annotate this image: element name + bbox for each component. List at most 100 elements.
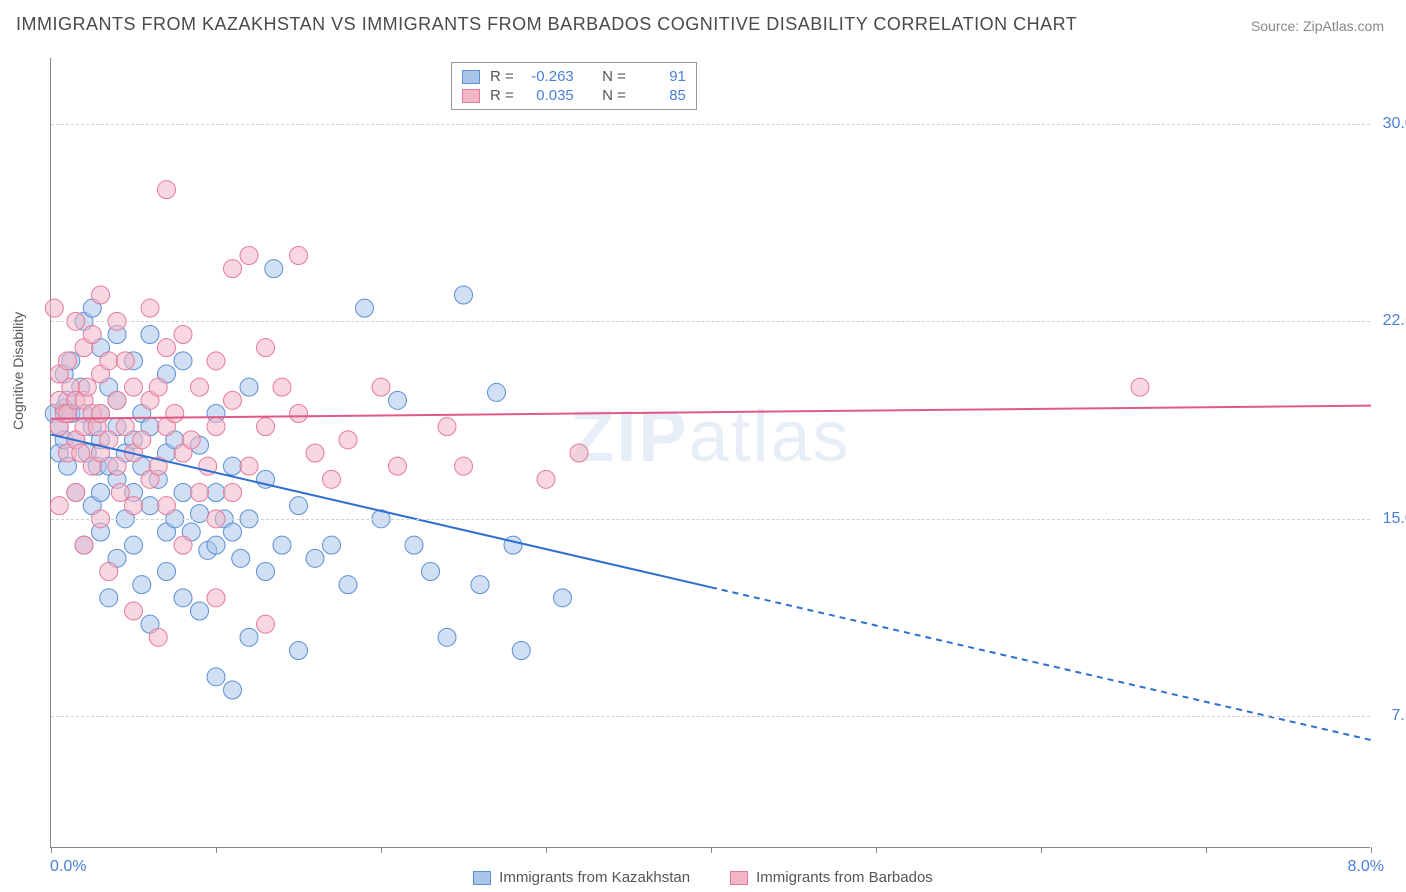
data-point xyxy=(504,536,522,554)
y-tick-label: 15.0% xyxy=(1383,510,1406,528)
data-point xyxy=(158,497,176,515)
legend-item-barbados: Immigrants from Barbados xyxy=(730,869,933,886)
data-point xyxy=(207,589,225,607)
data-point xyxy=(92,405,110,423)
data-point xyxy=(224,523,242,541)
data-point xyxy=(207,484,225,502)
data-point xyxy=(100,563,118,581)
data-point xyxy=(372,378,390,396)
legend-label-1: Immigrants from Kazakhstan xyxy=(499,869,690,886)
source-label: Source: xyxy=(1251,18,1299,34)
data-point xyxy=(133,431,151,449)
data-point xyxy=(191,602,209,620)
data-point xyxy=(149,378,167,396)
data-point xyxy=(240,457,258,475)
data-point xyxy=(389,391,407,409)
data-point xyxy=(92,484,110,502)
data-point xyxy=(265,260,283,278)
data-point xyxy=(257,563,275,581)
data-point xyxy=(158,339,176,357)
legend-item-kazakhstan: Immigrants from Kazakhstan xyxy=(473,869,690,886)
data-point xyxy=(174,352,192,370)
data-point xyxy=(116,418,134,436)
data-point xyxy=(166,405,184,423)
y-tick-label: 30.0% xyxy=(1383,115,1406,133)
swatch-kazakhstan-2 xyxy=(473,871,491,885)
data-point xyxy=(455,457,473,475)
data-point xyxy=(257,615,275,633)
plot-svg xyxy=(51,58,1370,847)
data-point xyxy=(512,642,530,660)
data-point xyxy=(141,326,159,344)
data-point xyxy=(438,628,456,646)
y-axis-label: Cognitive Disability xyxy=(10,312,26,430)
data-point xyxy=(100,352,118,370)
bottom-legend: Immigrants from Kazakhstan Immigrants fr… xyxy=(0,869,1406,886)
y-tick-label: 7.5% xyxy=(1392,707,1406,725)
chart-container: IMMIGRANTS FROM KAZAKHSTAN VS IMMIGRANTS… xyxy=(0,0,1406,892)
data-point xyxy=(174,484,192,502)
data-point xyxy=(306,444,324,462)
data-point xyxy=(174,536,192,554)
data-point xyxy=(306,549,324,567)
data-point xyxy=(339,576,357,594)
data-point xyxy=(174,326,192,344)
data-point xyxy=(125,378,143,396)
data-point xyxy=(455,286,473,304)
data-point xyxy=(191,484,209,502)
data-point xyxy=(224,457,242,475)
plot-area: ZIPatlas R = -0.263 N = 91 R = 0.035 N =… xyxy=(50,58,1370,848)
data-point xyxy=(290,642,308,660)
data-point xyxy=(290,497,308,515)
data-point xyxy=(108,457,126,475)
data-point xyxy=(116,352,134,370)
data-point xyxy=(182,431,200,449)
data-point xyxy=(207,536,225,554)
y-tick-label: 22.5% xyxy=(1383,312,1406,330)
data-point xyxy=(240,628,258,646)
data-point xyxy=(240,378,258,396)
data-point xyxy=(554,589,572,607)
data-point xyxy=(537,470,555,488)
source-link[interactable]: ZipAtlas.com xyxy=(1303,18,1384,34)
data-point xyxy=(273,536,291,554)
data-point xyxy=(224,681,242,699)
data-point xyxy=(339,431,357,449)
data-point xyxy=(438,418,456,436)
data-point xyxy=(141,299,159,317)
data-point xyxy=(290,405,308,423)
data-point xyxy=(422,563,440,581)
data-point xyxy=(257,339,275,357)
data-point xyxy=(323,536,341,554)
data-point xyxy=(125,602,143,620)
data-point xyxy=(78,378,96,396)
data-point xyxy=(323,470,341,488)
data-point xyxy=(488,383,506,401)
data-point xyxy=(1131,378,1149,396)
data-point xyxy=(232,549,250,567)
data-point xyxy=(45,299,63,317)
data-point xyxy=(158,181,176,199)
data-point xyxy=(405,536,423,554)
chart-title: IMMIGRANTS FROM KAZAKHSTAN VS IMMIGRANTS… xyxy=(16,14,1077,35)
data-point xyxy=(75,536,93,554)
data-point xyxy=(224,484,242,502)
data-point xyxy=(174,589,192,607)
data-point xyxy=(240,247,258,265)
data-point xyxy=(59,352,77,370)
data-point xyxy=(570,444,588,462)
data-point xyxy=(111,484,129,502)
data-point xyxy=(125,497,143,515)
data-point xyxy=(92,286,110,304)
data-point xyxy=(356,299,374,317)
data-point xyxy=(224,391,242,409)
data-point xyxy=(389,457,407,475)
data-point xyxy=(471,576,489,594)
data-point xyxy=(158,563,176,581)
trend-line-solid xyxy=(51,406,1371,419)
source-attribution: Source: ZipAtlas.com xyxy=(1251,18,1384,34)
data-point xyxy=(133,576,151,594)
data-point xyxy=(149,628,167,646)
data-point xyxy=(125,536,143,554)
data-point xyxy=(141,497,159,515)
